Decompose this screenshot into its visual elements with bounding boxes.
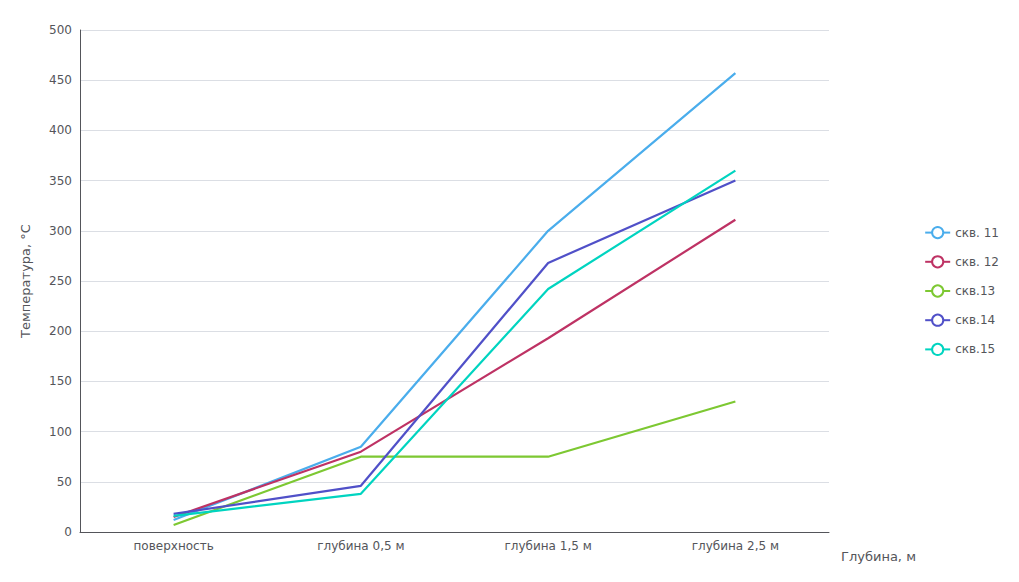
svg-text:100: 100 — [49, 425, 72, 439]
svg-text:350: 350 — [49, 174, 72, 188]
svg-text:глубина 2,5 м: глубина 2,5 м — [692, 539, 779, 553]
svg-text:Температура, °С: Температура, °С — [18, 224, 33, 339]
svg-text:200: 200 — [49, 324, 72, 338]
svg-text:450: 450 — [49, 73, 72, 87]
svg-text:глубина 1,5 м: глубина 1,5 м — [505, 539, 592, 553]
svg-text:250: 250 — [49, 274, 72, 288]
svg-text:150: 150 — [49, 374, 72, 388]
svg-text:скв.14: скв.14 — [955, 313, 995, 327]
svg-text:скв.13: скв.13 — [955, 284, 995, 298]
svg-text:0: 0 — [64, 525, 72, 539]
svg-text:500: 500 — [49, 23, 72, 37]
svg-text:глубина 0,5 м: глубина 0,5 м — [317, 539, 404, 553]
svg-text:400: 400 — [49, 123, 72, 137]
svg-text:300: 300 — [49, 224, 72, 238]
svg-text:скв. 12: скв. 12 — [955, 255, 999, 269]
svg-text:Глубина, м: Глубина, м — [841, 549, 916, 564]
svg-text:поверхность: поверхность — [134, 539, 214, 553]
svg-text:50: 50 — [57, 475, 72, 489]
svg-text:скв. 11: скв. 11 — [955, 226, 999, 240]
svg-text:скв.15: скв.15 — [955, 342, 995, 356]
